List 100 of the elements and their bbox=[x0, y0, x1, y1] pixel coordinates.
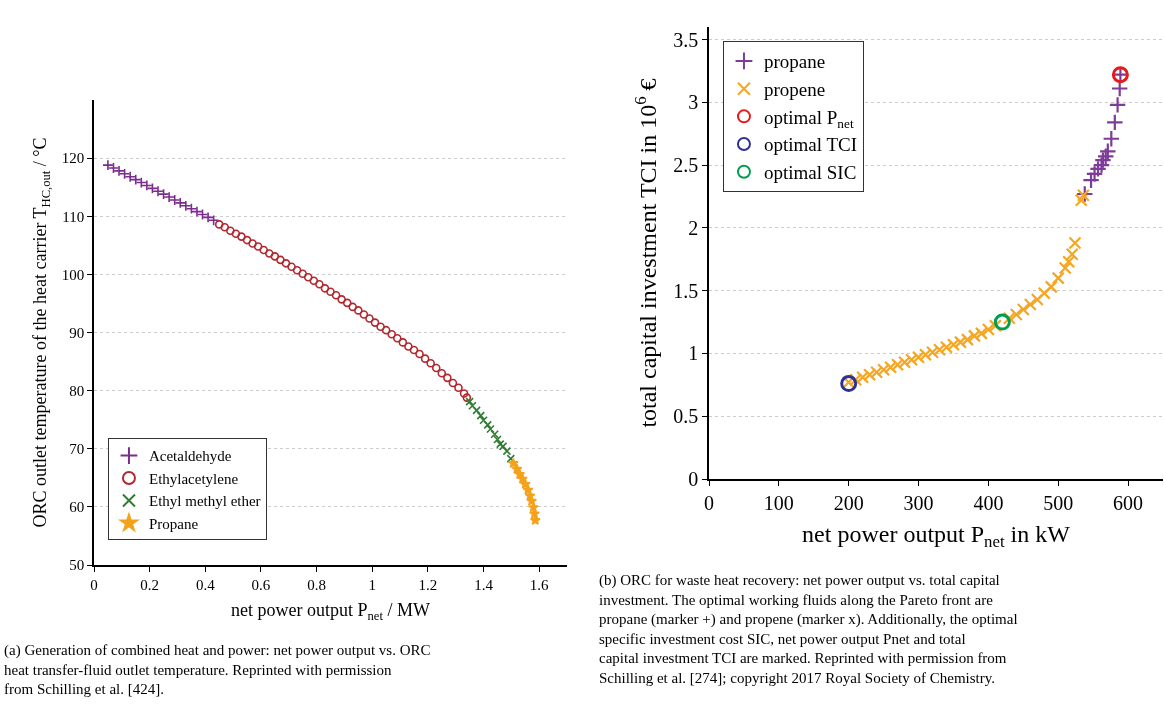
y-tick-label: 80 bbox=[69, 382, 85, 399]
legend-label: propene bbox=[763, 79, 826, 101]
x-tick-label: 500 bbox=[1043, 491, 1074, 514]
x-tick-label: 600 bbox=[1113, 491, 1144, 514]
point bbox=[231, 229, 241, 238]
point bbox=[988, 319, 1002, 333]
point bbox=[884, 360, 898, 374]
point bbox=[1082, 171, 1100, 189]
point bbox=[1037, 286, 1051, 300]
legend-label: Ethylacetylene bbox=[148, 470, 239, 487]
legend-label: Ethyl methyl ether bbox=[148, 493, 261, 510]
x-axis-title: net power output P$_{net}$ in kW bbox=[802, 520, 1071, 551]
point bbox=[483, 420, 492, 430]
point bbox=[911, 350, 926, 364]
y-tick-label: 0.5 bbox=[673, 405, 699, 428]
y-tick-label: 1 bbox=[688, 342, 699, 365]
point bbox=[376, 322, 385, 331]
point bbox=[448, 378, 458, 388]
point bbox=[1065, 247, 1079, 261]
point bbox=[264, 249, 274, 258]
point bbox=[918, 348, 933, 362]
point bbox=[409, 345, 419, 355]
point bbox=[925, 345, 940, 359]
y-tick-label: 100 bbox=[61, 266, 85, 283]
point bbox=[1002, 311, 1016, 325]
point bbox=[259, 245, 269, 255]
y-tick-label: 3.5 bbox=[673, 28, 699, 51]
y-tick-label: 2.5 bbox=[673, 154, 699, 177]
point bbox=[303, 272, 313, 282]
legend-label: optimal P$_{net}$ bbox=[763, 106, 854, 131]
point bbox=[398, 338, 408, 347]
point bbox=[443, 373, 452, 383]
point bbox=[459, 389, 469, 398]
point bbox=[1089, 160, 1107, 178]
point bbox=[1062, 255, 1076, 269]
point bbox=[276, 255, 285, 265]
point bbox=[502, 446, 512, 456]
x-tick-label: 0.2 bbox=[140, 576, 160, 593]
text: (a) Generation of combined heat and power: net power output vs. ORC heat transfer-fluid outlet temperature. Reprinted with permission from Schilling et al. [424]. bbox=[4, 642, 431, 697]
point bbox=[354, 306, 363, 315]
x-tick-label: 1.6 bbox=[529, 576, 550, 593]
point bbox=[437, 368, 447, 378]
y-tick-label: 50 bbox=[69, 557, 85, 574]
point bbox=[939, 340, 954, 354]
point bbox=[472, 406, 481, 415]
point bbox=[507, 457, 519, 469]
point bbox=[1075, 185, 1094, 203]
point bbox=[331, 291, 341, 300]
point bbox=[348, 302, 358, 312]
point bbox=[420, 354, 430, 363]
point bbox=[270, 252, 280, 261]
text: (b) ORC for waste heat recovery: net power output vs. total capital investment. The optimal working fluids along the Pareto front are propane (marker +) and propene (marker x). Additionally, the optimal specific investment cost SIC, net power output Pnet and total capital investment TCI are marked. Reprinted with permission from Schilling et al. [274]; copyright 2017 Royal Society of Chemistry. bbox=[599, 572, 1018, 686]
y-tick-label: 60 bbox=[69, 499, 85, 516]
x-axis-title: net power output P$_{net}$ / MW bbox=[231, 600, 430, 624]
point bbox=[490, 429, 499, 439]
point bbox=[493, 435, 502, 444]
point bbox=[465, 397, 474, 406]
y-tick-label: 1.5 bbox=[673, 279, 699, 302]
y-tick-label: 90 bbox=[69, 324, 85, 341]
point bbox=[1099, 142, 1117, 161]
x-tick-label: 1.2 bbox=[418, 576, 438, 593]
y-tick-label: 110 bbox=[62, 208, 85, 225]
point bbox=[897, 355, 912, 369]
point bbox=[1106, 113, 1124, 132]
point bbox=[981, 322, 995, 337]
legend-label: optimal SIC bbox=[763, 162, 857, 184]
x-tick-label: 0.4 bbox=[195, 576, 216, 593]
y-tick-label: 0 bbox=[688, 468, 699, 490]
point bbox=[1092, 156, 1111, 174]
point bbox=[1094, 151, 1112, 169]
point bbox=[454, 383, 463, 393]
point bbox=[281, 259, 291, 268]
x-tick-label: 0 bbox=[704, 491, 714, 514]
x-tick-label: 400 bbox=[973, 491, 1004, 514]
point bbox=[1074, 193, 1088, 207]
point bbox=[486, 424, 495, 434]
point bbox=[476, 411, 486, 420]
y-tick-label: 70 bbox=[69, 441, 85, 457]
point bbox=[387, 329, 397, 339]
point bbox=[1068, 236, 1082, 250]
point bbox=[932, 343, 947, 357]
point bbox=[974, 326, 988, 340]
point bbox=[842, 375, 856, 389]
point bbox=[840, 375, 858, 393]
point bbox=[392, 334, 402, 343]
point bbox=[1051, 271, 1065, 285]
point bbox=[365, 314, 374, 323]
x-tick-label: 200 bbox=[833, 491, 864, 514]
point bbox=[1096, 147, 1115, 166]
point bbox=[1102, 129, 1121, 148]
point bbox=[468, 401, 477, 411]
point bbox=[462, 393, 472, 402]
point bbox=[479, 415, 488, 425]
point bbox=[253, 242, 263, 251]
point bbox=[431, 363, 441, 373]
point bbox=[877, 363, 891, 377]
x-tick-label: 1 bbox=[368, 576, 376, 593]
point bbox=[849, 373, 863, 387]
point bbox=[953, 335, 968, 349]
point bbox=[359, 310, 369, 319]
